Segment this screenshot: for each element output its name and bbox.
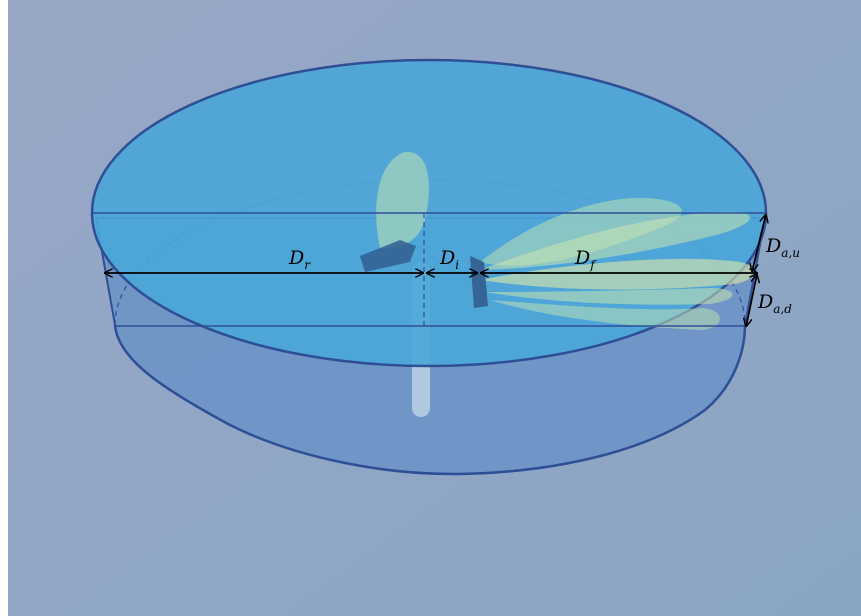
label-di: Di bbox=[439, 247, 459, 272]
label-df: Df bbox=[574, 247, 597, 272]
dimension-arrows bbox=[104, 214, 766, 327]
cylinder-bottom-edge bbox=[113, 324, 747, 476]
arrow-dau bbox=[752, 214, 766, 272]
label-dr: Dr bbox=[288, 247, 311, 272]
label-dau: Da,u bbox=[765, 235, 800, 260]
arrow-dad bbox=[746, 274, 757, 327]
label-dad: Da,d bbox=[757, 291, 792, 316]
